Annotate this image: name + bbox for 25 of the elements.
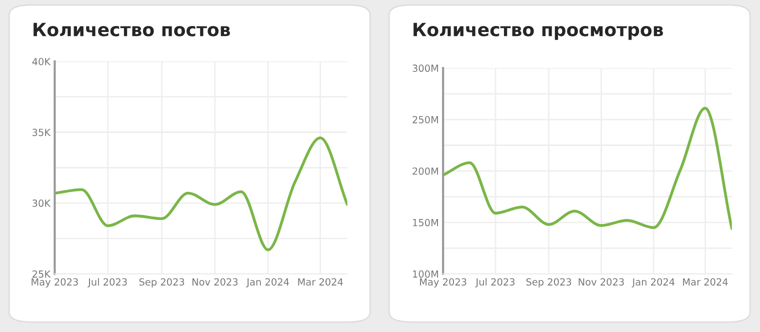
y-tick-label: 30K: [32, 200, 51, 207]
x-tick-label: May 2023: [32, 278, 78, 288]
x-tick-label: Jan 2024: [246, 278, 289, 288]
line-series: [443, 106, 732, 230]
y-tick-label: 35K: [32, 128, 51, 136]
x-tick-label: Jan 2024: [632, 278, 675, 288]
x-tick-label: Nov 2023: [578, 278, 624, 286]
x-tick-label: May 2023: [420, 278, 466, 288]
chart-title: Количество постов: [34, 22, 230, 36]
x-tick-label: Mar 2024: [298, 278, 343, 286]
y-tick-label: 100M: [413, 270, 438, 278]
x-tick-label: Jul 2023: [475, 278, 515, 288]
x-tick-label: Sep 2023: [526, 278, 572, 288]
y-tick-label: 200M: [412, 167, 438, 175]
line-series: [54, 136, 348, 252]
y-tick-label: 250M: [412, 116, 438, 124]
chart-title: Количество просмотров: [414, 22, 663, 40]
y-tick-label: 40K: [32, 58, 51, 66]
x-tick-label: Nov 2023: [192, 278, 238, 286]
x-tick-label: Jul 2023: [88, 278, 127, 288]
y-tick-label: 150M: [413, 218, 438, 226]
x-tick-label: Mar 2024: [683, 278, 728, 286]
x-tick-label: Sep 2023: [139, 278, 184, 288]
y-tick-label: 25K: [32, 270, 51, 278]
y-tick-label: 300M: [412, 64, 438, 72]
